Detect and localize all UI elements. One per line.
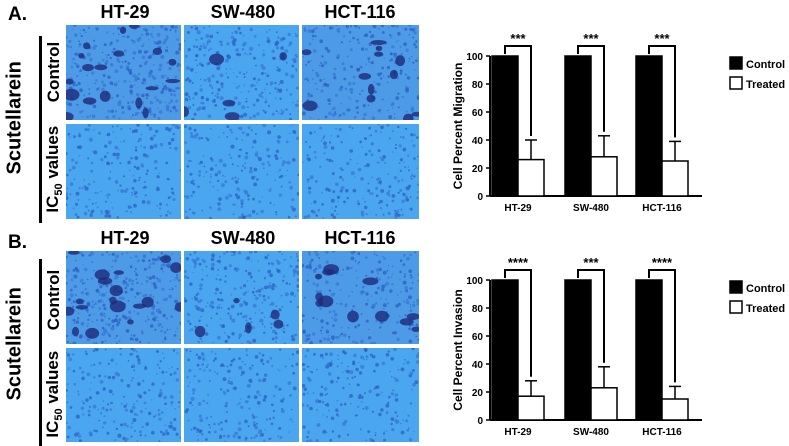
column-header-sw480-a: SW-480 [210, 2, 276, 22]
y-tick-label: 20 [472, 164, 484, 175]
legend-swatch [729, 56, 743, 70]
row-group-bracket-b [39, 259, 42, 446]
significance-label: *** [583, 255, 599, 270]
significance-bracket [648, 269, 676, 383]
bar-control [491, 55, 519, 197]
column-header-sw480-b: SW-480 [210, 228, 276, 248]
significance-bracket [504, 45, 532, 136]
legend-swatch [729, 76, 743, 90]
panel-letter-b: B. [8, 232, 27, 253]
significance-bracket [577, 269, 605, 363]
micrograph-b-control-sw480 [184, 251, 299, 344]
significance-label: *** [654, 31, 670, 46]
row-label-control-b: Control [44, 269, 63, 331]
x-tick-label: SW-480 [573, 427, 609, 438]
legend-swatch [729, 300, 743, 314]
row-group-bracket-a [39, 36, 42, 223]
y-tick-label: 60 [472, 108, 484, 119]
micrograph-b-ic50-sw480 [184, 348, 299, 442]
bar-treated [661, 160, 689, 197]
y-tick-label: 80 [472, 304, 484, 315]
bar-treated [661, 398, 689, 421]
significance-label: *** [510, 31, 526, 46]
bar-control [491, 279, 519, 421]
y-tick-label: 20 [472, 388, 484, 399]
column-header-ht29-b: HT-29 [100, 228, 150, 248]
micrograph-grid-b [66, 251, 419, 442]
legend-label: Control [746, 283, 785, 295]
significance-bracket [577, 45, 605, 132]
micrograph-b-ic50-ht29 [66, 348, 181, 442]
bar-treated [517, 158, 545, 197]
micrograph-grid-a [66, 25, 419, 219]
micrograph-a-ic50-ht29 [66, 124, 181, 219]
y-tick-label: 0 [477, 192, 483, 203]
bar-treated [590, 387, 618, 421]
x-tick-label: HT-29 [504, 203, 532, 214]
micrograph-b-control-hct116 [302, 251, 419, 344]
micrograph-a-control-hct116 [302, 25, 419, 120]
x-tick-label: HCT-116 [642, 203, 682, 214]
y-tick-label: 60 [472, 332, 484, 343]
y-tick-label: 40 [472, 136, 484, 147]
y-tick-label: 40 [472, 360, 484, 371]
bar-control [635, 279, 663, 421]
y-tick-label: 100 [466, 276, 483, 287]
row-group-label-b: Scutellarein [3, 287, 26, 401]
micrograph-b-control-ht29 [66, 251, 181, 344]
significance-bracket [648, 45, 676, 138]
bar-control [635, 55, 663, 197]
bar-treated [590, 156, 618, 197]
invasion-chart: Cell Percent Invasion 0 20 40 60 80 100 **** HT-… [451, 255, 785, 438]
legend-label: Treated [746, 79, 785, 91]
micrograph-a-ic50-sw480 [184, 124, 299, 219]
column-header-ht29-a: HT-29 [100, 2, 150, 22]
y-axis-label: Cell Percent Migration [451, 63, 465, 190]
significance-label: **** [508, 255, 529, 270]
micrograph-b-ic50-hct116 [302, 348, 419, 442]
micrograph-a-control-sw480 [184, 25, 299, 120]
legend-label: Control [746, 59, 785, 71]
x-tick-label: HT-29 [504, 427, 532, 438]
bar-control [564, 279, 592, 421]
legend-swatch [729, 280, 743, 294]
column-header-hct116-b: HCT-116 [324, 228, 396, 248]
row-group-label-a: Scutellarein [3, 61, 26, 175]
micrograph-a-ic50-hct116 [302, 124, 419, 219]
y-tick-label: 100 [466, 52, 483, 63]
y-tick-label: 80 [472, 80, 484, 91]
column-header-hct116-a: HCT-116 [324, 2, 396, 22]
legend-label: Treated [746, 303, 785, 315]
row-label-control-a: Control [44, 41, 63, 103]
y-axis-label: Cell Percent Invasion [451, 289, 465, 410]
x-tick-label: HCT-116 [642, 427, 682, 438]
row-label-ic50-a: IC50 values [42, 125, 66, 213]
significance-label: **** [652, 255, 673, 270]
row-label-ic50-b: IC50 values [42, 350, 66, 438]
panel-letter-a: A. [8, 4, 27, 25]
bar-control [564, 55, 592, 197]
x-tick-label: SW-480 [573, 203, 609, 214]
migration-chart: Cell Percent Migration 0 20 40 60 80 100 *** HT-… [451, 31, 785, 214]
significance-label: *** [583, 31, 599, 46]
significance-bracket [504, 269, 532, 377]
micrograph-a-control-ht29 [66, 25, 181, 120]
y-tick-label: 0 [477, 416, 483, 427]
bar-treated [517, 395, 545, 421]
